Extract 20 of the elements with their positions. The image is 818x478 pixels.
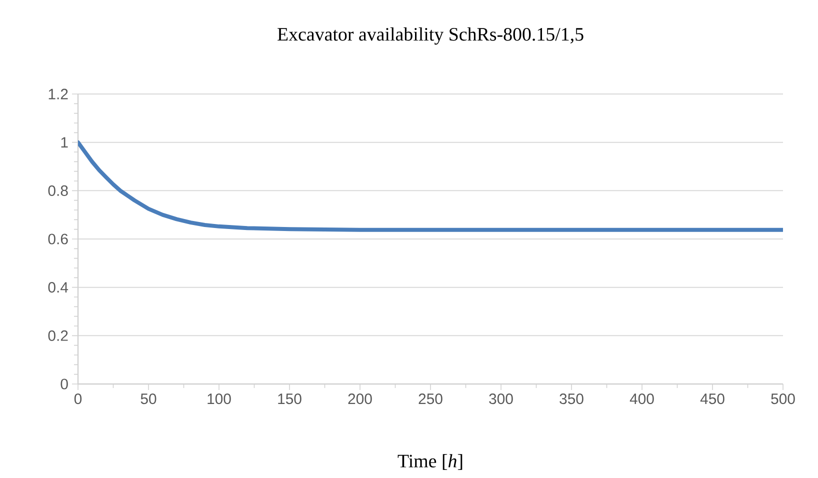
x-tick-label: 300 [489, 394, 513, 404]
y-tick-label: 1 [61, 137, 68, 148]
x-tick-label: 350 [560, 394, 584, 404]
x-tick-label: 500 [771, 394, 795, 404]
y-tick-label: 0.8 [48, 185, 68, 196]
x-tick-label: 100 [208, 394, 231, 404]
x-tick-label: 150 [278, 394, 302, 404]
x-tick-label: 250 [418, 394, 442, 404]
x-tick-label: 50 [140, 394, 156, 404]
y-tick-label: 0.2 [48, 330, 68, 341]
y-tick-label: 0.6 [48, 234, 68, 244]
x-tick-label: 200 [348, 394, 372, 404]
chart-title: Excavator availability SchRs-800.15/1,5 [278, 27, 584, 45]
x-axis-title: Time [h] [398, 454, 462, 470]
y-tick-label: 1.2 [48, 88, 68, 100]
y-tick-label: 0.4 [48, 282, 68, 293]
y-tick-label: 0 [60, 378, 68, 390]
x-tick-label: 450 [700, 394, 724, 404]
x-tick-label: 400 [630, 394, 654, 404]
x-tick-label: 0 [74, 394, 82, 404]
